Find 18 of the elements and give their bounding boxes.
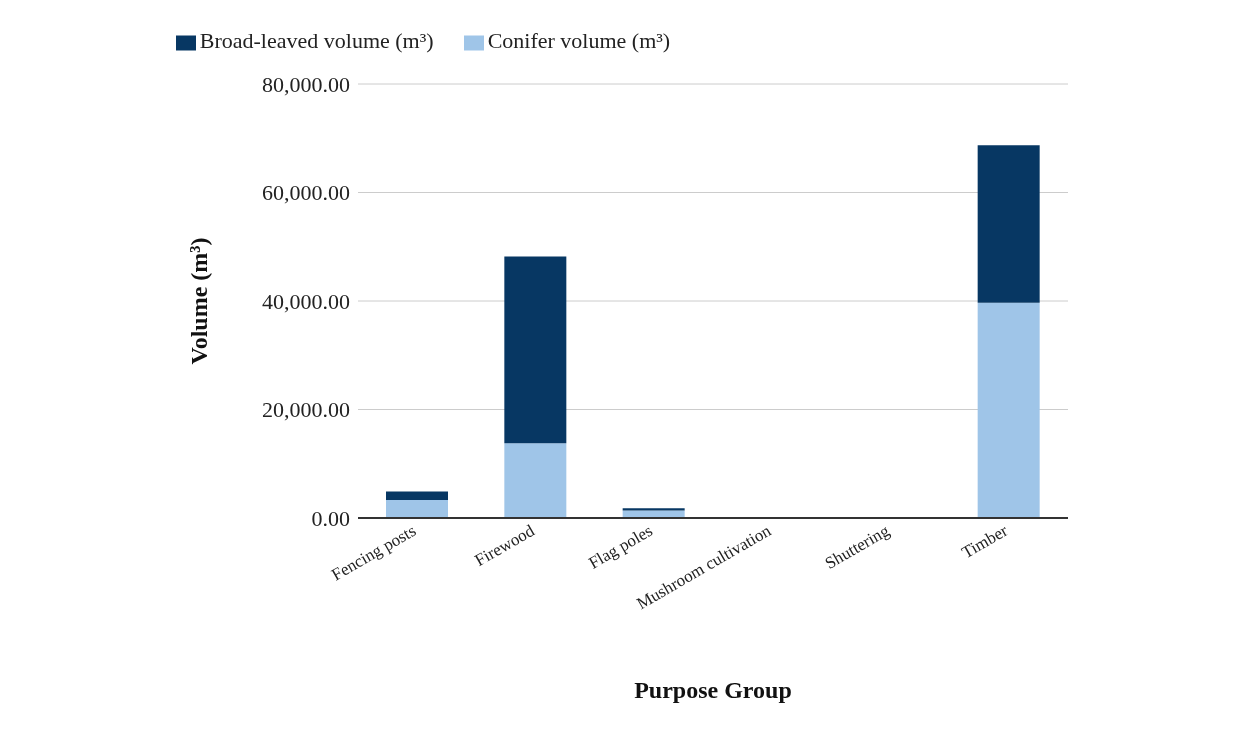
bar (504, 443, 567, 518)
legend-label: Conifer volume (m³) (487, 28, 671, 53)
y-tick-label: 40,000.00 (262, 288, 350, 314)
y-tick-label: 60,000.00 (262, 180, 350, 206)
y-tick-label: 20,000.00 (262, 397, 350, 423)
x-tick-label: Flag poles (585, 521, 656, 573)
y-tick-label: 80,000.00 (262, 71, 350, 97)
bar (977, 145, 1040, 303)
bar (386, 500, 448, 518)
bar (977, 302, 1040, 518)
bar (622, 510, 685, 518)
legend-label: Broad-leaved volume (m³) (199, 28, 434, 53)
bar (504, 256, 567, 444)
y-tick-label: 0.00 (311, 505, 350, 531)
y-axis-title: Volume (m³) (185, 237, 212, 365)
bar (622, 508, 685, 511)
bar (386, 491, 448, 501)
x-axis-title: Purpose Group (634, 677, 792, 703)
